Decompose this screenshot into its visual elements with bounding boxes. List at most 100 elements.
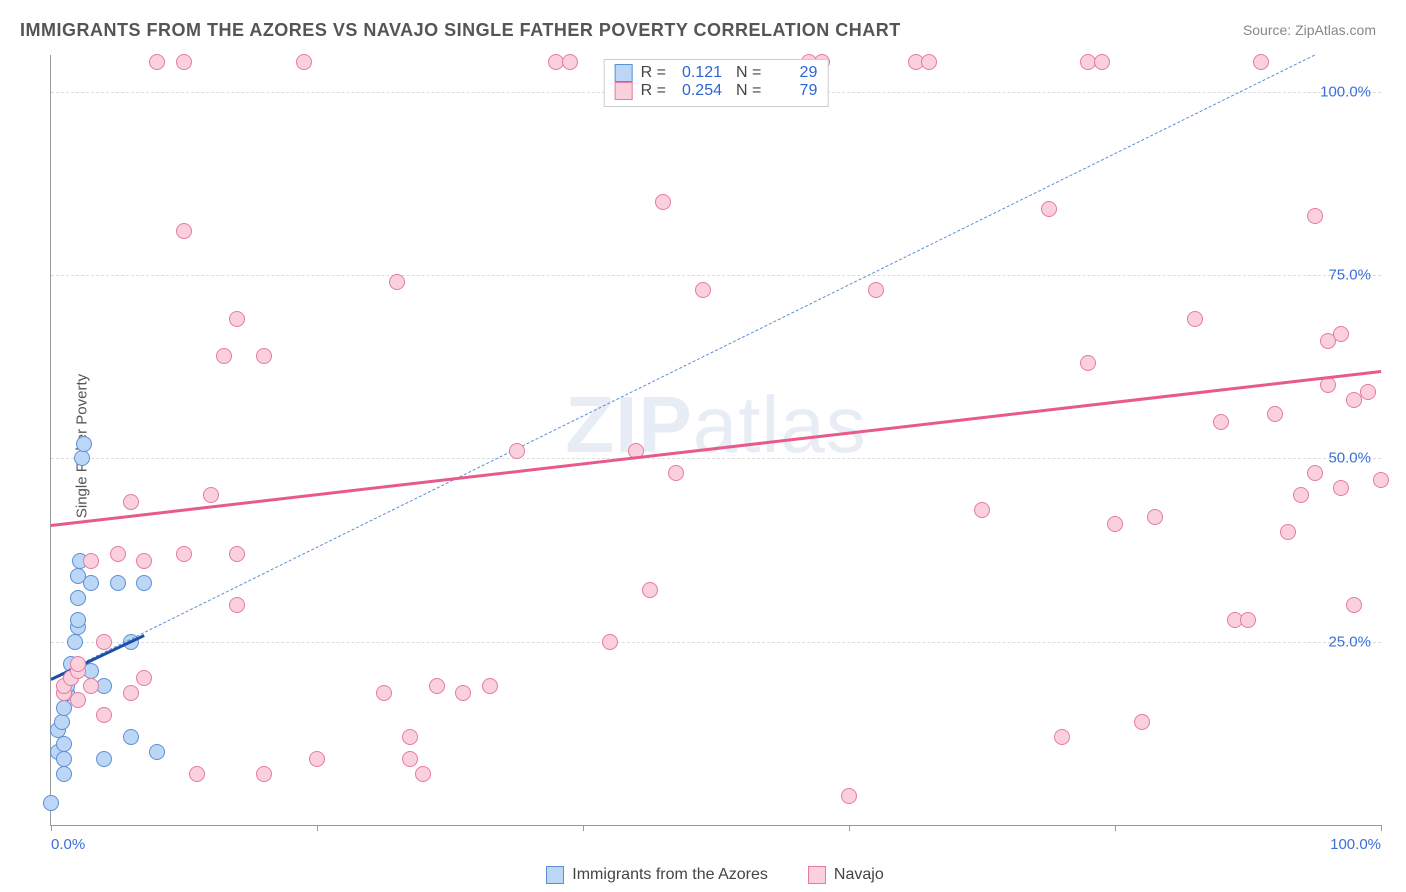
scatter-point-azores: [123, 729, 139, 745]
scatter-point-navajo: [229, 597, 245, 613]
scatter-point-azores: [56, 766, 72, 782]
x-tick-label: 0.0%: [51, 836, 85, 853]
scatter-point-navajo: [1213, 414, 1229, 430]
scatter-point-navajo: [176, 54, 192, 70]
scatter-point-navajo: [123, 685, 139, 701]
scatter-point-navajo: [1333, 326, 1349, 342]
scatter-point-navajo: [189, 766, 205, 782]
source-name: ZipAtlas.com: [1295, 22, 1376, 38]
swatch-navajo: [615, 82, 633, 100]
scatter-point-navajo: [868, 282, 884, 298]
scatter-point-navajo: [695, 282, 711, 298]
plot-area: ZIPatlas R = 0.121 N = 29 R = 0.254 N = …: [50, 55, 1381, 826]
scatter-point-azores: [70, 590, 86, 606]
legend-row-azores: R = 0.121 N = 29: [615, 64, 818, 82]
scatter-point-navajo: [509, 443, 525, 459]
scatter-point-azores: [56, 736, 72, 752]
chart-title: IMMIGRANTS FROM THE AZORES VS NAVAJO SIN…: [20, 20, 901, 41]
scatter-point-navajo: [415, 766, 431, 782]
y-tick-label: 100.0%: [1320, 83, 1371, 100]
scatter-point-azores: [149, 744, 165, 760]
x-tick: [849, 825, 850, 831]
scatter-point-navajo: [83, 678, 99, 694]
scatter-point-navajo: [1333, 480, 1349, 496]
n-label: N =: [736, 64, 761, 82]
y-tick-label: 25.0%: [1328, 633, 1371, 650]
scatter-point-navajo: [1360, 384, 1376, 400]
scatter-point-navajo: [389, 274, 405, 290]
scatter-point-navajo: [1253, 54, 1269, 70]
r-label: R =: [641, 64, 666, 82]
correlation-legend: R = 0.121 N = 29 R = 0.254 N = 79: [604, 59, 829, 107]
scatter-point-azores: [54, 714, 70, 730]
x-tick: [1381, 825, 1382, 831]
scatter-point-navajo: [1147, 509, 1163, 525]
series-legend: Immigrants from the Azores Navajo: [50, 866, 1380, 884]
scatter-point-navajo: [256, 348, 272, 364]
scatter-point-azores: [110, 575, 126, 591]
scatter-point-navajo: [1134, 714, 1150, 730]
scatter-point-navajo: [136, 553, 152, 569]
scatter-point-navajo: [1054, 729, 1070, 745]
scatter-point-azores: [56, 751, 72, 767]
scatter-point-navajo: [455, 685, 471, 701]
legend-label-navajo: Navajo: [834, 866, 884, 884]
scatter-point-navajo: [83, 553, 99, 569]
scatter-point-navajo: [176, 546, 192, 562]
scatter-point-navajo: [309, 751, 325, 767]
scatter-point-navajo: [921, 54, 937, 70]
scatter-point-navajo: [70, 692, 86, 708]
scatter-point-azores: [67, 634, 83, 650]
scatter-point-navajo: [655, 194, 671, 210]
r-label: R =: [641, 82, 666, 100]
swatch-navajo: [808, 866, 826, 884]
scatter-point-navajo: [376, 685, 392, 701]
scatter-point-navajo: [96, 707, 112, 723]
scatter-point-azores: [83, 575, 99, 591]
gridline-h: [51, 642, 1381, 643]
scatter-point-navajo: [149, 54, 165, 70]
swatch-azores: [546, 866, 564, 884]
scatter-point-navajo: [136, 670, 152, 686]
scatter-point-navajo: [1080, 355, 1096, 371]
watermark-thin: atlas: [693, 380, 867, 469]
scatter-point-navajo: [402, 729, 418, 745]
x-tick: [317, 825, 318, 831]
source-prefix: Source:: [1243, 22, 1295, 38]
scatter-point-navajo: [1267, 406, 1283, 422]
scatter-point-navajo: [216, 348, 232, 364]
scatter-point-azores: [43, 795, 59, 811]
scatter-point-navajo: [96, 634, 112, 650]
scatter-point-navajo: [229, 546, 245, 562]
x-tick: [583, 825, 584, 831]
scatter-point-azores: [74, 450, 90, 466]
gridline-h: [51, 458, 1381, 459]
scatter-point-navajo: [110, 546, 126, 562]
r-value-azores: 0.121: [674, 64, 722, 82]
legend-item-azores: Immigrants from the Azores: [546, 866, 768, 884]
scatter-point-navajo: [1041, 201, 1057, 217]
scatter-point-navajo: [1307, 465, 1323, 481]
scatter-point-navajo: [176, 223, 192, 239]
n-value-navajo: 79: [769, 82, 817, 100]
scatter-point-navajo: [1373, 472, 1389, 488]
legend-row-navajo: R = 0.254 N = 79: [615, 82, 818, 100]
trend-line: [51, 370, 1381, 527]
scatter-point-azores: [136, 575, 152, 591]
scatter-point-navajo: [123, 494, 139, 510]
scatter-point-navajo: [229, 311, 245, 327]
scatter-point-navajo: [203, 487, 219, 503]
scatter-point-navajo: [402, 751, 418, 767]
scatter-point-navajo: [1307, 208, 1323, 224]
scatter-point-navajo: [668, 465, 684, 481]
scatter-point-navajo: [1293, 487, 1309, 503]
scatter-point-navajo: [256, 766, 272, 782]
scatter-point-navajo: [1240, 612, 1256, 628]
source-attribution: Source: ZipAtlas.com: [1243, 22, 1376, 38]
scatter-point-navajo: [1346, 597, 1362, 613]
legend-label-azores: Immigrants from the Azores: [572, 866, 768, 884]
scatter-point-navajo: [70, 656, 86, 672]
x-tick: [1115, 825, 1116, 831]
scatter-point-navajo: [562, 54, 578, 70]
r-value-navajo: 0.254: [674, 82, 722, 100]
